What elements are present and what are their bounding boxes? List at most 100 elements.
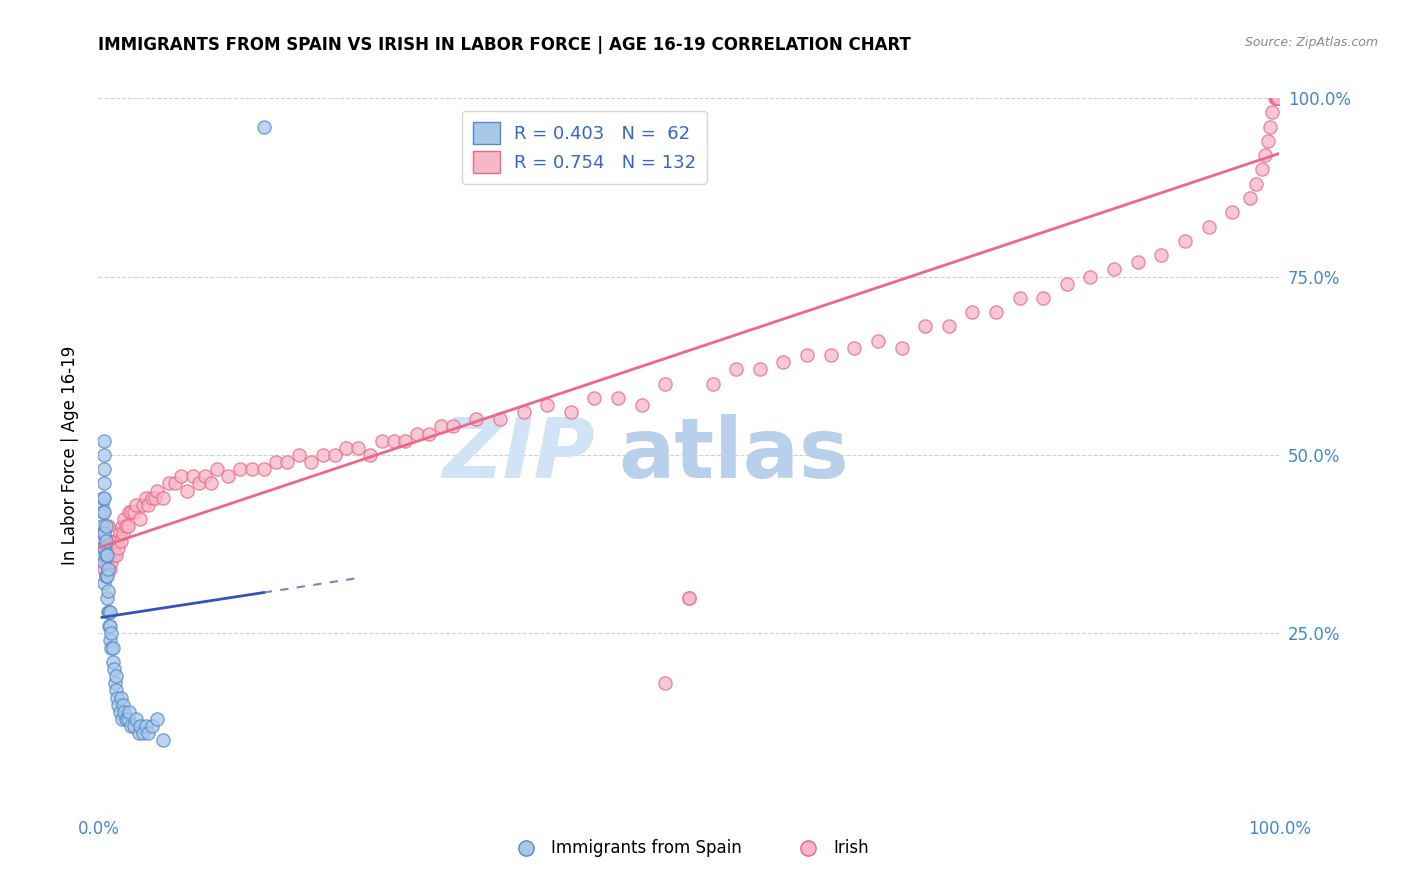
Point	[1267, 91, 1289, 105]
Point	[1102, 262, 1125, 277]
Point	[630, 398, 652, 412]
Point	[98, 548, 121, 562]
Point	[114, 519, 136, 533]
Point	[93, 448, 115, 462]
Point	[844, 341, 866, 355]
Point	[103, 662, 125, 676]
Point	[146, 712, 169, 726]
Point	[702, 376, 724, 391]
Point	[1261, 105, 1284, 120]
Y-axis label: In Labor Force | Age 16-19: In Labor Force | Age 16-19	[60, 345, 79, 565]
Point	[984, 305, 1007, 319]
Point	[678, 591, 700, 605]
Point	[583, 391, 606, 405]
Point	[132, 726, 155, 740]
Point	[91, 526, 114, 541]
Point	[465, 412, 488, 426]
Point	[890, 341, 912, 355]
Point	[335, 441, 357, 455]
Point	[1264, 91, 1286, 105]
Point	[98, 562, 121, 576]
Point	[359, 448, 381, 462]
Point	[101, 655, 124, 669]
Point	[93, 462, 115, 476]
Point	[1267, 91, 1289, 105]
Point	[117, 519, 139, 533]
Point	[1198, 219, 1220, 234]
Point	[108, 705, 131, 719]
Point	[117, 712, 139, 726]
Point	[112, 705, 135, 719]
Point	[194, 469, 217, 483]
Point	[654, 676, 676, 690]
Point	[100, 640, 122, 655]
Point	[111, 519, 134, 533]
Point	[94, 533, 117, 548]
Point	[146, 483, 169, 498]
Point	[111, 712, 134, 726]
Point	[104, 533, 127, 548]
Point	[93, 562, 115, 576]
Point	[866, 334, 889, 348]
Point	[1267, 91, 1289, 105]
Point	[105, 683, 128, 698]
Point	[112, 512, 135, 526]
Point	[135, 719, 157, 733]
Point	[1126, 255, 1149, 269]
Point	[1267, 91, 1289, 105]
Point	[110, 533, 132, 548]
Point	[93, 526, 115, 541]
Point	[512, 405, 534, 419]
Point	[253, 462, 276, 476]
Point	[112, 526, 135, 541]
Point	[122, 505, 145, 519]
Point	[1267, 91, 1289, 105]
Point	[105, 690, 128, 705]
Point	[654, 376, 676, 391]
Point	[323, 448, 346, 462]
Point	[1267, 91, 1289, 105]
Point	[1257, 134, 1279, 148]
Point	[170, 469, 193, 483]
Point	[94, 569, 117, 583]
Point	[101, 640, 124, 655]
Point	[101, 541, 124, 555]
Legend: Immigrants from Spain, Irish: Immigrants from Spain, Irish	[502, 833, 876, 864]
Point	[98, 619, 121, 633]
Point	[264, 455, 287, 469]
Point	[371, 434, 394, 448]
Point	[122, 719, 145, 733]
Point	[97, 562, 120, 576]
Point	[98, 605, 121, 619]
Point	[97, 562, 120, 576]
Point	[98, 605, 121, 619]
Point	[93, 541, 115, 555]
Point	[1220, 205, 1243, 219]
Point	[489, 412, 512, 426]
Text: atlas: atlas	[619, 415, 849, 495]
Point	[1267, 91, 1289, 105]
Point	[96, 569, 118, 583]
Point	[1239, 191, 1261, 205]
Point	[312, 448, 335, 462]
Point	[229, 462, 252, 476]
Point	[176, 483, 198, 498]
Point	[1254, 148, 1277, 162]
Point	[1267, 91, 1289, 105]
Point	[1267, 91, 1289, 105]
Point	[748, 362, 770, 376]
Point	[91, 548, 114, 562]
Point	[1080, 269, 1102, 284]
Point	[104, 676, 127, 690]
Point	[536, 398, 558, 412]
Point	[100, 626, 122, 640]
Point	[96, 591, 118, 605]
Point	[1174, 234, 1197, 248]
Point	[136, 726, 159, 740]
Point	[93, 576, 115, 591]
Point	[1265, 91, 1288, 105]
Point	[796, 348, 818, 362]
Point	[93, 505, 115, 519]
Point	[914, 319, 936, 334]
Point	[94, 569, 117, 583]
